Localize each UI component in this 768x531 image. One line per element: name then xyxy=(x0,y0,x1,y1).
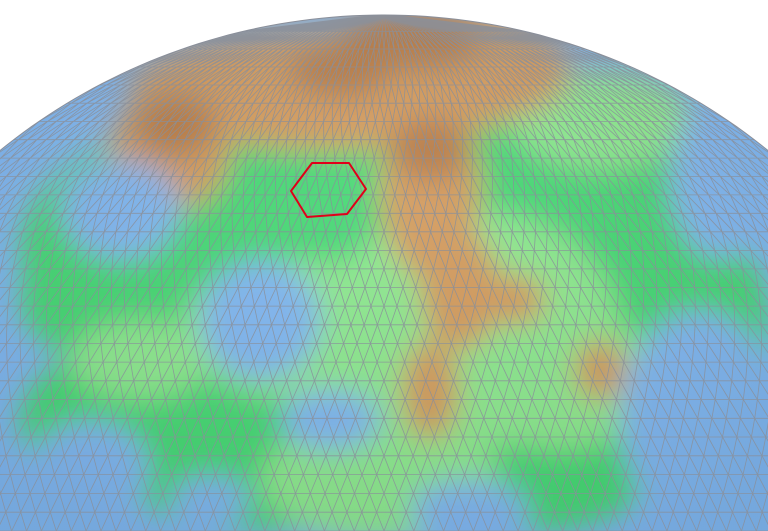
globe-rim xyxy=(0,14,768,152)
grid-lines xyxy=(0,15,768,531)
hex-grid[interactable] xyxy=(0,14,768,531)
selected-cell-highlight[interactable] xyxy=(290,162,367,218)
